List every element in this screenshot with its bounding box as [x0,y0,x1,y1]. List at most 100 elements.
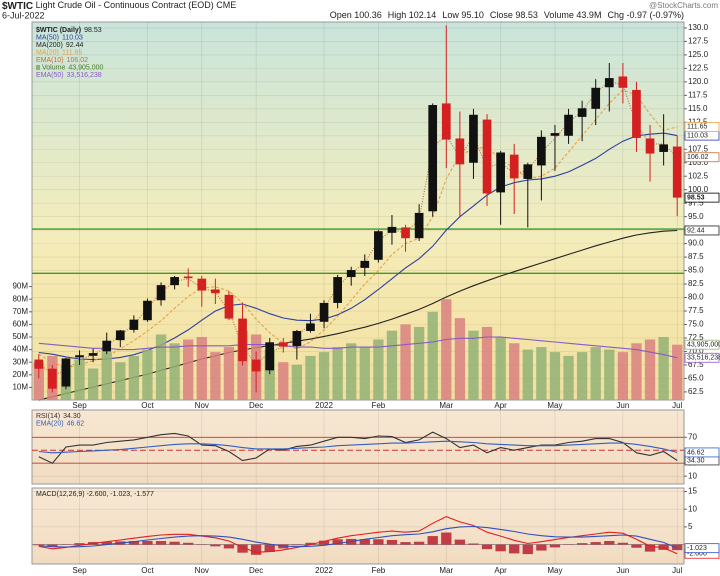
y2-tick-label: 90M [12,282,28,291]
stat: Open 100.36 [330,10,382,20]
y-tick-label: 77.5 [688,306,704,315]
x-tick-label: Mar [439,401,453,410]
stat: Chg -0.97 (-0.97%) [607,10,684,20]
candle-body [319,302,329,322]
watermark: @StockCharts.com [649,1,718,10]
value-tag: 111.65 [687,124,707,131]
candle-body [469,114,478,163]
bar [169,343,180,400]
x-tick-label: Sep [72,401,87,410]
bar [427,311,438,400]
date: 6-Jul-2022 [2,10,45,20]
y-tick-label: 97.5 [688,198,704,207]
bar [74,543,85,545]
value-tag-box [684,152,720,163]
legend-name: MA(50) [36,34,59,41]
legend-name: MA(200) [36,42,63,49]
series-line [38,440,678,454]
rsi-panel [31,409,685,485]
candle-body [292,330,302,347]
candle-body [265,342,275,371]
x-tick-label: Oct [141,566,154,575]
y-tick-label: 80.0 [688,293,704,302]
x-tick-label: 2022 [315,401,333,410]
legend-entry: MA(50) 110.03 [36,34,83,41]
y-tick-label: 107.5 [688,144,709,153]
y-tick-label: 100.0 [688,185,709,194]
x-tick-label: Oct [141,401,154,410]
bar [359,539,370,545]
candle-body [482,119,492,194]
legend-name: RSI(14) [36,413,60,420]
x-tick-label: Nov [195,401,209,410]
bar [509,544,520,554]
candle-body [523,164,533,179]
bar [563,355,574,400]
bar [223,347,235,400]
candle-body [672,146,682,198]
value-tag-box [684,121,720,132]
x-tick-label: Jun [616,566,629,575]
legend-entry: EMA(20) 46.62 [36,420,84,427]
legend-entry: EMA(10) 106.02 [36,57,88,64]
candle-body [441,103,451,140]
x-tick-label: Feb [371,566,385,575]
bar [183,339,194,400]
legend-name: Volume [42,64,65,71]
legend-value: 46.62 [67,420,85,427]
candle-body [645,138,655,154]
y2-tick-label: 50M [12,332,28,341]
y-tick-label: 10 [688,471,697,480]
candle-body [550,133,560,136]
value-tag: 34.30 [687,457,705,464]
y-tick-label: 112.5 [688,117,708,126]
bar [413,326,425,400]
y-tick-label: 5 [688,522,693,531]
candle-body [75,355,84,358]
stat: Low 95.10 [442,10,484,20]
value-tag: 92.44 [687,227,705,234]
y-tick-label: 120.0 [688,77,709,86]
value-tag: 33,516,238 [687,355,720,362]
bar [128,355,140,400]
legend-name: EMA(20) [36,420,64,427]
y-tick-label: 72.5 [688,333,704,342]
bar [631,544,642,548]
series-line [38,81,678,377]
bar [373,539,384,545]
bar [631,343,642,400]
y-tick-label: 117.5 [688,90,708,99]
legend-name: $WTIC (Daily) [36,27,81,34]
bar [305,355,316,400]
bar [210,352,221,400]
bar [672,544,683,551]
bar [495,337,506,400]
candle-body [414,212,424,239]
bar [644,339,656,400]
candle-body [34,359,44,369]
x-tick-label: Dec [249,401,263,410]
bar [318,540,330,545]
bar [142,541,153,545]
bar [250,544,262,555]
bar [169,541,180,545]
bar [522,349,533,400]
title: Light Crude Oil - Continuous Contract (E… [36,0,237,10]
bar [142,349,153,400]
y-tick-label: 122.5 [688,63,709,72]
y2-tick-label: 80M [12,294,28,303]
candle-body [496,152,505,193]
candle-body [374,231,383,260]
bar [291,544,303,546]
candle-body [360,260,370,268]
y2-tick-label: 40M [12,345,28,354]
series-line [38,431,678,464]
bar [155,334,167,400]
stat: Close 98.53 [490,10,538,20]
legend-name: EMA(50) [36,72,64,79]
bar [427,536,438,545]
candle-body [115,330,125,341]
bar [441,532,452,545]
bar [115,362,126,400]
macd-panel [31,487,685,565]
